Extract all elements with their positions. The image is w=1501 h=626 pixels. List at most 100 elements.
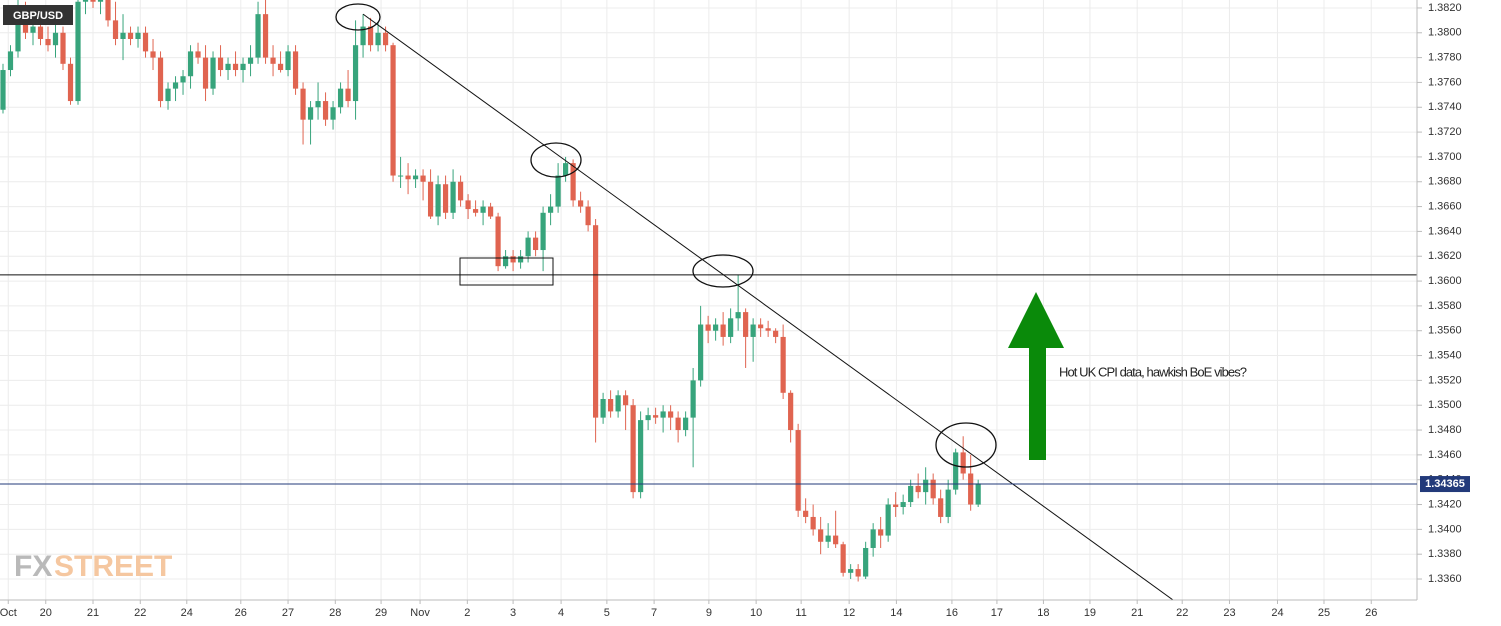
candle-body [292,51,299,89]
candle-body [210,57,216,89]
candle-body [855,569,861,577]
x-tick-label: 16 [946,607,958,619]
x-tick-label: 14 [890,607,902,619]
candle-body [135,32,141,39]
y-tick-label: 1.3780 [1428,52,1462,64]
candle-body [585,206,591,226]
candle-body [142,32,149,52]
candle-body [37,26,44,39]
candle-body [150,51,156,58]
x-tick-label: 12 [843,607,855,619]
candle-body [495,216,501,267]
candle-body [525,237,531,257]
candle-body [540,212,546,251]
candle-body [52,32,59,46]
y-tick-label: 1.3360 [1428,573,1462,585]
current-price-label: 1.34365 [1425,478,1465,490]
y-tick-label: 1.3800 [1428,27,1462,39]
x-tick-label: 26 [235,607,247,619]
candle-body [487,206,494,217]
x-tick-label: 2 [464,607,470,619]
candle-body [15,14,21,52]
candle-body [337,88,344,108]
symbol-badge [3,5,73,25]
x-tick-label: 25 [1318,607,1330,619]
candle-body [300,88,306,120]
candle-body [7,51,14,71]
candle-body [945,489,951,517]
candle-body [600,399,606,418]
candle-body [870,529,876,548]
candle-body [322,101,329,120]
candle-body [562,163,569,176]
trendline [362,13,1174,600]
candle-body [555,175,561,207]
candle-body [900,502,906,508]
candle-body [352,45,359,102]
candle-body [405,175,411,180]
x-tick-label: 9 [706,607,712,619]
y-tick-label: 1.3640 [1428,225,1462,237]
candle-body [82,0,89,2]
current-price-badge [1420,476,1470,493]
candle-body [570,163,576,201]
candle-body [750,324,756,337]
candle-body [255,14,261,58]
candle-body [608,399,614,412]
candle-body [270,57,276,64]
y-tick-label: 1.3400 [1428,523,1462,535]
candle-body [953,452,959,490]
candle-body [705,324,711,331]
candle-body [397,175,404,177]
candle-body [758,324,764,329]
candle-body [938,498,944,517]
candle-body [97,0,104,2]
candle-body [217,57,224,71]
candle-body [187,51,194,77]
candle-body [277,63,284,71]
candle-body [165,88,171,102]
x-tick-label: 27 [282,607,294,619]
y-tick-label: 1.3520 [1428,374,1462,386]
x-tick-label: 28 [329,607,341,619]
candle-body [780,336,786,393]
y-tick-label: 1.3580 [1428,300,1462,312]
y-tick-label: 1.3380 [1428,548,1462,560]
candle-body [105,0,111,21]
candle-body [818,529,824,542]
y-tick-label: 1.3620 [1428,250,1462,262]
candle-body [683,417,689,431]
candle-body [60,32,66,64]
candle-body [195,51,201,58]
candle-body [788,392,794,431]
candle-body [878,529,884,536]
candle-body [247,57,254,64]
candle-body [375,32,381,46]
candle-body [915,485,921,493]
candle-body [285,51,291,71]
candle-body [825,535,831,542]
x-tick-label: 11 [795,607,806,619]
candle-body [0,70,6,110]
y-tick-label: 1.3600 [1428,275,1462,287]
x-tick-label: 20 [40,607,52,619]
candle-body [45,38,51,46]
y-tick-label: 1.3700 [1428,151,1462,163]
candle-body [262,14,269,58]
candle-body [713,324,719,331]
candle-body [840,544,846,573]
candle-body [330,107,336,120]
candle-body [675,417,681,431]
candle-body [30,26,36,33]
circle-marker [692,254,754,288]
y-tick-label: 1.3480 [1428,424,1462,436]
candle-body [578,200,584,207]
candle-body [502,256,509,267]
candle-body [885,504,891,536]
candle-body [307,107,314,120]
logo-fx: FX [14,550,52,583]
candle-body [638,420,644,493]
candle-body [547,206,554,213]
candle-body [728,318,734,337]
